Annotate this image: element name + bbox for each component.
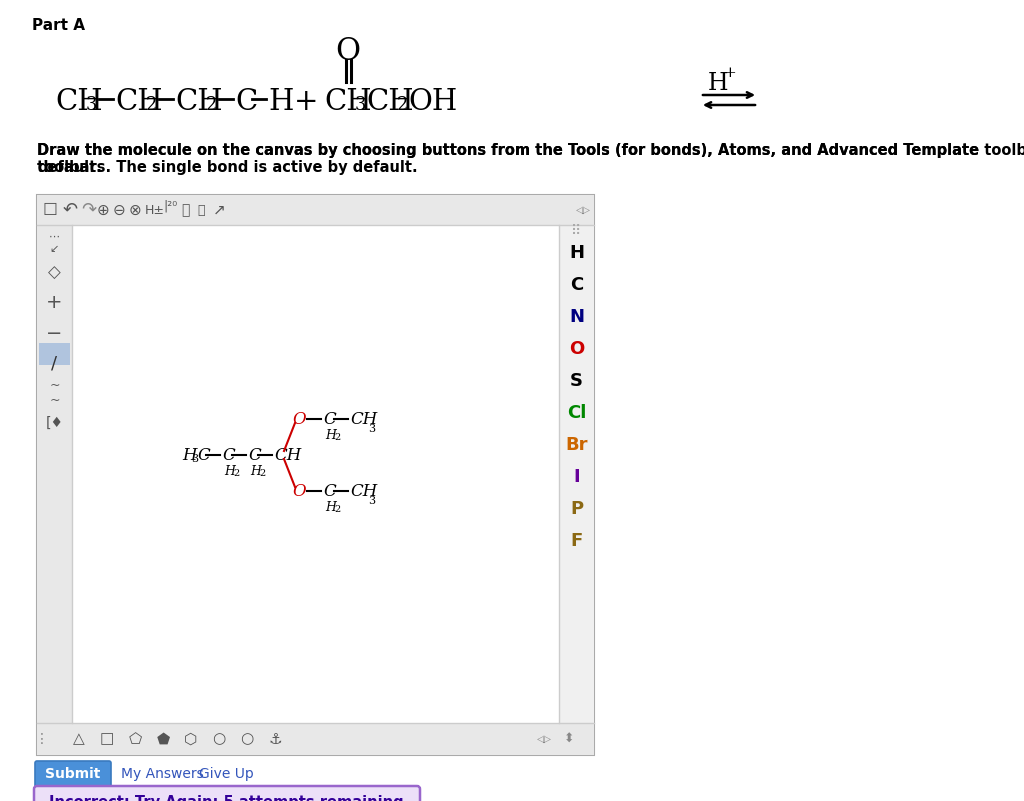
- Text: CH: CH: [274, 446, 301, 464]
- Text: C: C: [248, 446, 261, 464]
- Text: +: +: [294, 88, 318, 116]
- Text: Draw the molecule on the canvas by choosing buttons from the Tools (for bonds), : Draw the molecule on the canvas by choos…: [37, 143, 979, 175]
- Text: ○: ○: [212, 731, 225, 747]
- Text: CH: CH: [175, 88, 222, 116]
- Text: ⚓: ⚓: [268, 731, 282, 747]
- Text: ↶: ↶: [63, 201, 78, 219]
- Text: CH: CH: [350, 410, 377, 428]
- Text: My Answers: My Answers: [121, 767, 204, 781]
- Text: H±: H±: [145, 203, 165, 216]
- Text: ○: ○: [241, 731, 254, 747]
- Text: 3: 3: [86, 96, 97, 114]
- Text: I: I: [573, 468, 580, 486]
- Text: ⬍: ⬍: [564, 732, 574, 746]
- Text: ↗: ↗: [213, 203, 225, 218]
- Text: H: H: [182, 446, 197, 464]
- Bar: [39, 343, 70, 365]
- Text: OH: OH: [408, 88, 458, 116]
- Bar: [37, 195, 594, 225]
- Bar: [72, 225, 559, 723]
- Text: Draw the molecule on the canvas by choosing buttons from the Tools (for bonds), : Draw the molecule on the canvas by choos…: [37, 143, 1024, 158]
- Text: −: −: [46, 324, 62, 343]
- Text: S: S: [570, 372, 583, 390]
- Text: ◁▷: ◁▷: [575, 205, 591, 215]
- Text: 3: 3: [368, 424, 375, 434]
- Text: O: O: [336, 36, 360, 67]
- Text: CH: CH: [366, 88, 414, 116]
- Text: Incorrect; Try Again; 5 attempts remaining: Incorrect; Try Again; 5 attempts remaini…: [49, 795, 403, 801]
- FancyBboxPatch shape: [34, 786, 420, 801]
- Text: C: C: [234, 88, 257, 116]
- Text: ~
~: ~ ~: [49, 379, 59, 407]
- Text: 2: 2: [206, 96, 217, 114]
- Text: ☐: ☐: [43, 201, 58, 219]
- Text: H: H: [708, 72, 728, 95]
- Text: ◇: ◇: [48, 264, 60, 282]
- Bar: [37, 195, 594, 755]
- Text: O: O: [292, 482, 306, 500]
- Text: CH: CH: [55, 88, 102, 116]
- Text: [♦: [♦: [45, 416, 63, 430]
- Text: H: H: [250, 465, 261, 478]
- Text: C: C: [323, 410, 336, 428]
- Bar: [559, 225, 594, 723]
- Text: □: □: [99, 731, 115, 747]
- Text: ⬡: ⬡: [184, 731, 198, 747]
- Text: ⊕: ⊕: [97, 203, 110, 218]
- Text: H: H: [325, 501, 336, 514]
- Text: H: H: [325, 429, 336, 442]
- Text: O: O: [292, 410, 306, 428]
- Text: +: +: [46, 293, 62, 312]
- Text: ⋮: ⋮: [35, 732, 49, 746]
- Text: Cl: Cl: [567, 404, 586, 422]
- Text: Give Up: Give Up: [199, 767, 254, 781]
- Text: 2: 2: [334, 433, 340, 442]
- Text: Part A: Part A: [32, 18, 85, 33]
- Text: 2: 2: [146, 96, 158, 114]
- Text: H: H: [268, 88, 293, 116]
- Text: ⊗: ⊗: [129, 203, 141, 218]
- Text: ❓: ❓: [197, 203, 205, 216]
- Text: P: P: [570, 500, 583, 518]
- Text: H: H: [569, 244, 584, 262]
- Bar: [37, 723, 594, 755]
- Text: CH: CH: [350, 482, 377, 500]
- Text: O: O: [569, 340, 584, 358]
- Text: ↷: ↷: [81, 201, 96, 219]
- Text: F: F: [570, 532, 583, 550]
- Text: 2: 2: [334, 505, 340, 514]
- Text: △: △: [73, 731, 85, 747]
- Text: CH: CH: [324, 88, 372, 116]
- Text: ⋯
↙: ⋯ ↙: [49, 232, 60, 254]
- Text: +: +: [723, 66, 736, 80]
- Text: CH: CH: [115, 88, 163, 116]
- Text: N: N: [569, 308, 584, 326]
- Text: ◁▷: ◁▷: [537, 734, 552, 744]
- Text: C: C: [222, 446, 234, 464]
- Text: ⬠: ⬠: [128, 731, 141, 747]
- Text: Br: Br: [565, 436, 588, 454]
- FancyBboxPatch shape: [35, 761, 111, 787]
- Text: ⬟: ⬟: [157, 731, 170, 747]
- Text: C: C: [197, 446, 210, 464]
- Text: 2: 2: [233, 469, 240, 478]
- Text: ⊖: ⊖: [113, 203, 126, 218]
- Text: ⓘ: ⓘ: [181, 203, 189, 217]
- Text: H: H: [224, 465, 234, 478]
- Text: 2: 2: [259, 469, 265, 478]
- Text: 2: 2: [397, 96, 409, 114]
- Bar: [37, 225, 72, 723]
- Text: Submit: Submit: [45, 767, 100, 781]
- Text: 3: 3: [355, 96, 367, 114]
- Text: 3: 3: [191, 454, 198, 464]
- Text: |²⁰: |²⁰: [163, 199, 177, 212]
- Text: C: C: [570, 276, 583, 294]
- Text: ⠿: ⠿: [571, 224, 582, 238]
- Text: /: /: [51, 354, 57, 372]
- Text: C: C: [323, 482, 336, 500]
- Text: default.: default.: [37, 160, 101, 175]
- Text: 3: 3: [368, 496, 375, 506]
